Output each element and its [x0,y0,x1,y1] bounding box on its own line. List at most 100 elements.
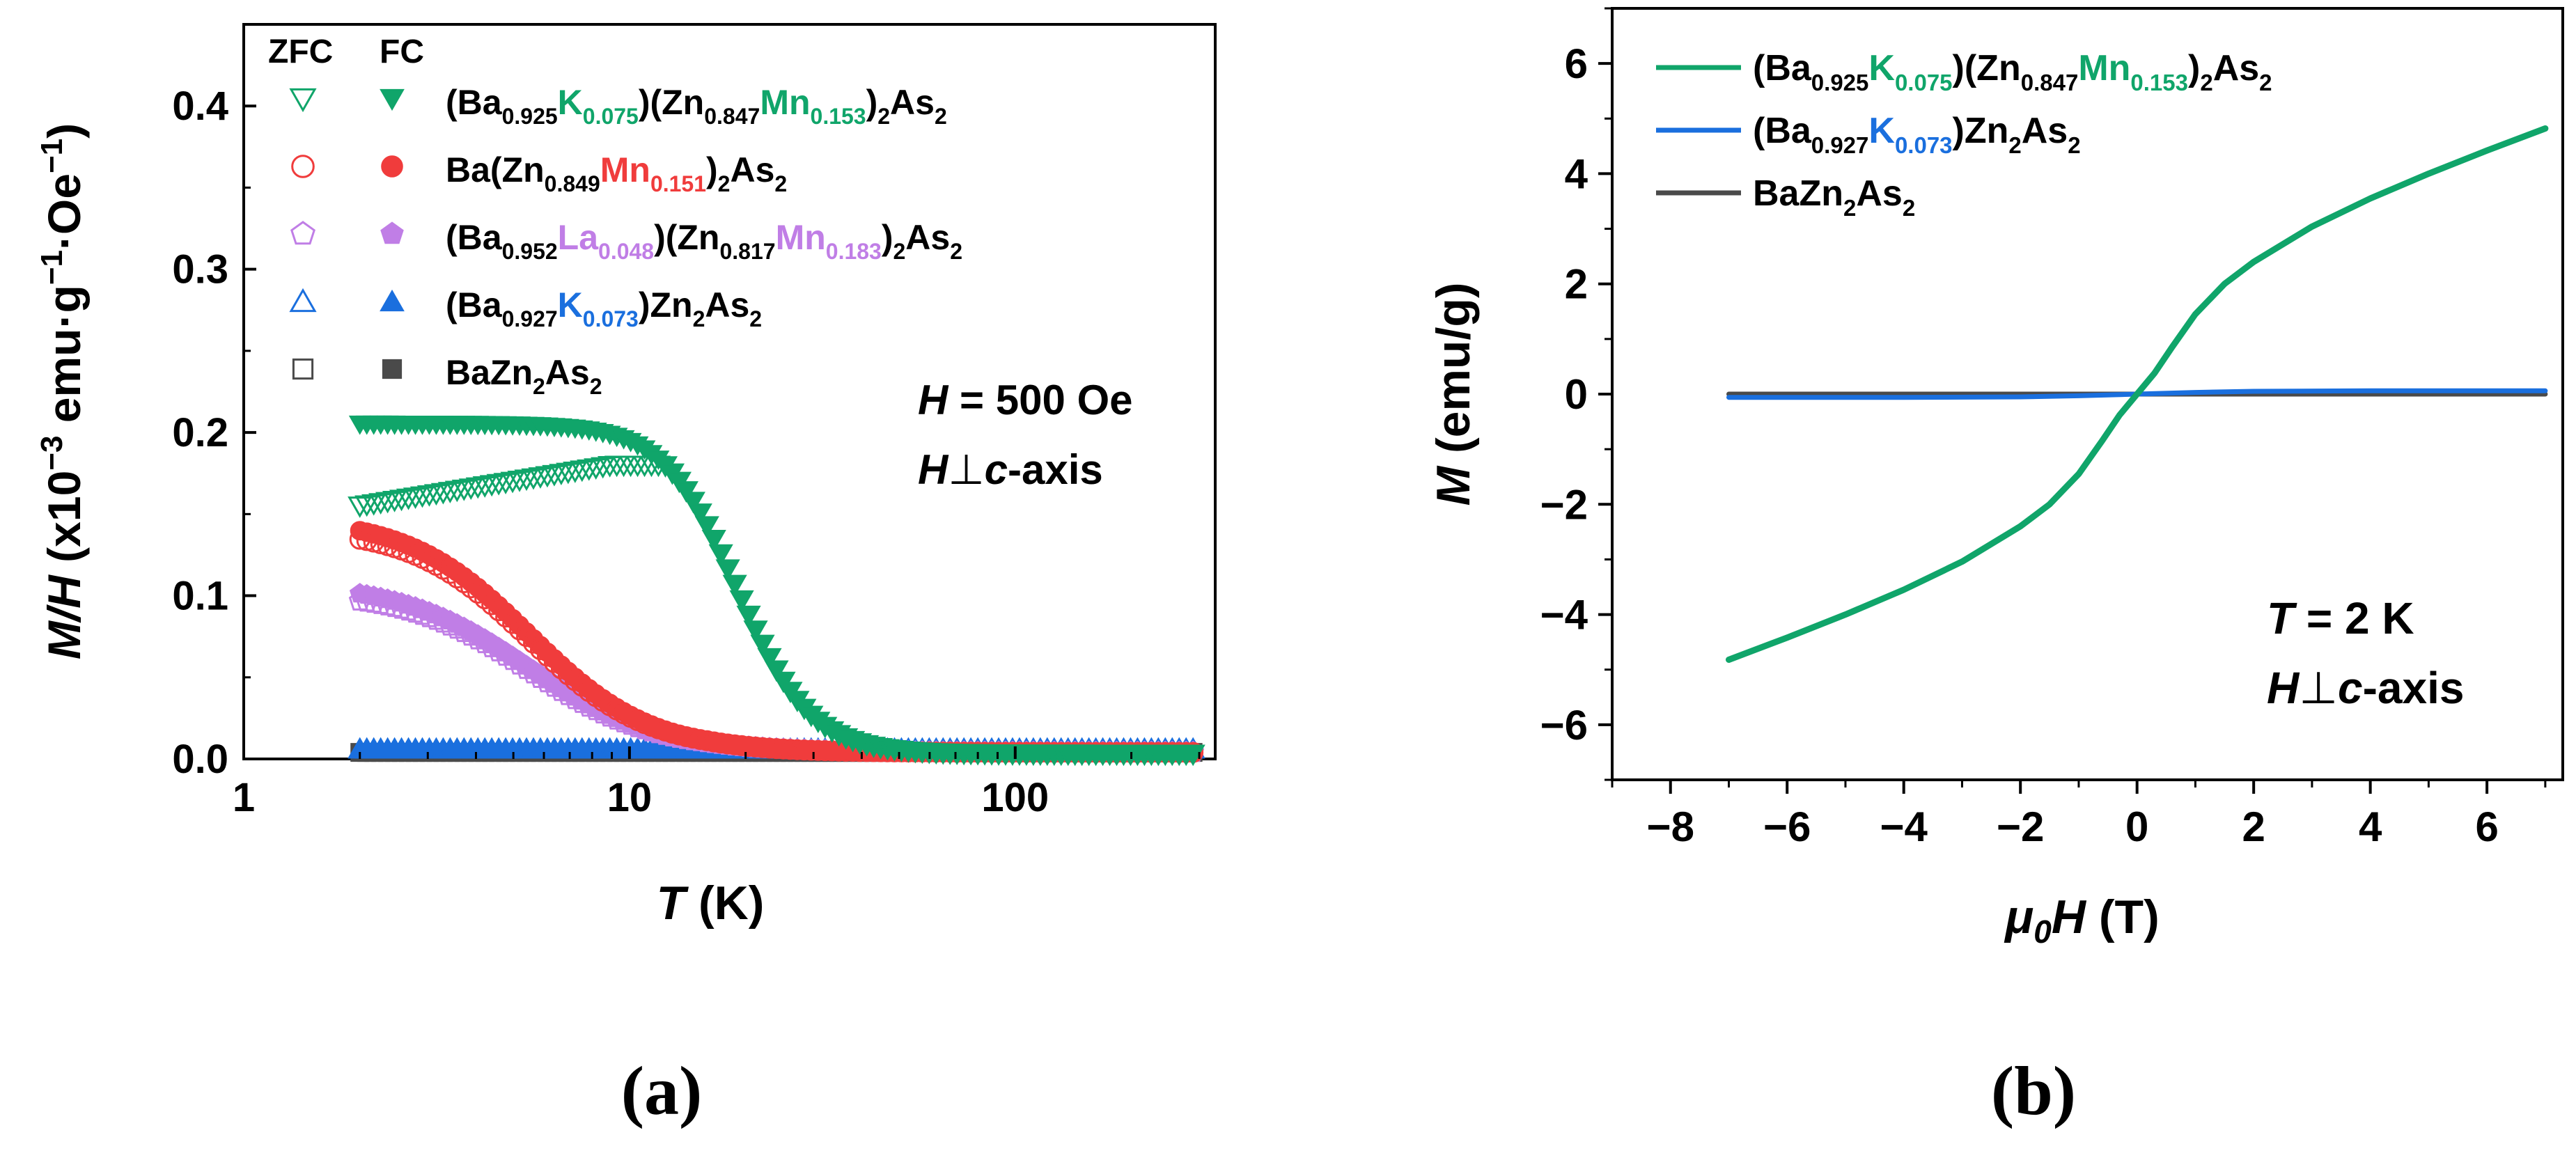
data-point-zfc [556,462,581,485]
caption-b: (b) [1991,1052,2076,1129]
legend-marker-zfc [291,155,315,178]
data-point-zfc [722,574,747,597]
data-point-zfc [680,492,705,514]
data-point-zfc [743,620,768,643]
series-marks-a [348,415,1205,767]
x-tick-label-b: 4 [2359,804,2382,850]
y-axis-label-a: M/H (x10−3 emu·g−1·Oe−1) [35,123,90,659]
y-tick-label-b: 6 [1565,40,1588,87]
x-axis-label-a: T (K) [657,877,765,930]
data-point-zfc [486,473,511,496]
data-point-zfc [451,479,476,501]
legend-marker-fc [380,289,405,312]
y-tick-label-b: −6 [1540,702,1588,748]
y-tick-label-b: 0 [1565,371,1588,418]
legend-marker-zfc [292,358,314,380]
x-tick-label-b: 0 [2125,804,2148,850]
data-point-zfc [577,459,602,481]
legend-b: (Ba0.925K0.075)(Zn0.847Mn0.153)2As2 (Ba0.… [1656,48,2272,221]
data-point-zfc [348,496,373,518]
data-point-zfc [354,495,380,517]
legend-header-fc: FC [380,33,424,70]
series-line-b [1726,125,2549,663]
x-tick-label-b: −6 [1763,804,1811,850]
data-point-zfc [444,480,469,503]
x-tick-label-b: −2 [1997,804,2044,850]
legend-label-a: Ba(Zn0.849Mn0.151)2As2 [446,150,787,196]
data-point-zfc [507,470,532,492]
data-point-zfc [396,488,421,510]
data-point-zfc [715,559,740,581]
x-axis-label-b: μ0H (T) [2004,891,2159,950]
legend-marker-fc [381,155,403,178]
data-point-zfc [403,487,428,509]
legend-label-a: (Ba0.927K0.073)Zn2As2 [446,285,762,331]
annotation-orientation-a: H⊥c-axis [918,446,1103,493]
legend-header-zfc: ZFC [268,33,333,70]
data-point-zfc [673,481,698,503]
y-axis-label-b: M (emu/g) [1427,282,1480,505]
legend-label-a: BaZn2As2 [446,353,602,399]
data-point-zfc [389,489,414,512]
legend-marker-zfc [290,221,315,245]
data-point-zfc [535,466,560,488]
data-point-zfc [694,516,719,538]
panel-b: −8 −6 −4 −2 0 2 4 6 −6 −4 −2 0 2 4 6 (Ba0.925K0.075)(Z… [1427,7,2564,1129]
x-tick-label-b: 6 [2475,804,2498,850]
y-tick-label-a: 0.3 [172,247,228,292]
panel-a: 1 10 100 0.0 0.1 0.2 0.3 0.4 (Ba0.925K0.075)(Zn… [35,23,1217,1129]
data-point-zfc [409,486,435,508]
legend-marker-fc [380,221,404,244]
legend-a: (Ba0.925K0.075)(Zn0.847Mn0.153)2As2 Ba(Zn… [289,83,962,399]
y-tick-label-a: 0.0 [172,737,228,782]
legend-label-b: (Ba0.925K0.075)(Zn0.847Mn0.153)2As2 [1753,48,2272,95]
annotation-temperature: T = 2 K [2267,593,2414,643]
x-tick-label-b: −8 [1647,804,1694,850]
legend-marker-fc [380,88,405,111]
annotation-orientation-b: H⊥c-axis [2267,663,2464,713]
data-point-zfc [368,493,393,515]
data-point-zfc [584,458,609,480]
y-tick-label-b: 4 [1565,150,1588,197]
axis-ticks-b: −8 −6 −4 −2 0 2 4 6 −6 −4 −2 0 2 4 6 [1540,7,2547,850]
data-point-zfc [500,471,525,494]
data-point-zfc [458,478,483,501]
x-tick-label-a: 10 [607,775,653,820]
y-tick-label-b: −2 [1540,481,1588,528]
data-point-zfc [465,477,490,499]
data-point-zfc [757,648,782,670]
data-point-zfc [528,467,553,489]
annotation-field: H = 500 Oe [918,377,1133,423]
data-point-zfc [521,468,546,490]
data-point-zfc [563,462,588,483]
data-point-zfc [423,484,448,506]
legend-marker-zfc [289,88,317,113]
data-point-zfc [437,482,462,503]
data-point-zfc [764,660,789,682]
data-point-zfc [472,476,497,498]
data-point-zfc [701,529,726,551]
data-point-zfc [750,634,775,657]
data-point-zfc [542,464,567,487]
data-point-zfc [382,491,407,512]
legend-marker-zfc [289,288,317,313]
data-point-zfc [708,544,733,566]
y-tick-label-a: 0.2 [172,410,228,455]
data-point-zfc [375,492,400,514]
x-tick-label-a: 100 [981,775,1049,820]
y-tick-label-b: −4 [1540,592,1588,638]
data-point-zfc [549,464,574,486]
y-tick-label-b: 2 [1565,261,1588,308]
data-point-zfc [570,460,595,483]
legend-label-b: (Ba0.927K0.073)Zn2As2 [1753,111,2081,158]
data-point-zfc [361,494,387,516]
legend-label-a: (Ba0.952La0.048)(Zn0.817Mn0.183)2As2 [446,218,962,264]
y-tick-label-a: 0.1 [172,574,228,619]
legend-label-b: BaZn2As2 [1753,173,1915,221]
data-point-zfc [493,473,518,494]
data-point-zfc [591,457,616,479]
data-point-zfc [416,485,442,507]
legend-marker-fc [382,359,403,379]
axis-ticks-a: 1 10 100 0.0 0.1 0.2 0.3 0.4 [172,23,1201,820]
legend-label-a: (Ba0.925K0.075)(Zn0.847Mn0.153)2As2 [446,83,947,129]
